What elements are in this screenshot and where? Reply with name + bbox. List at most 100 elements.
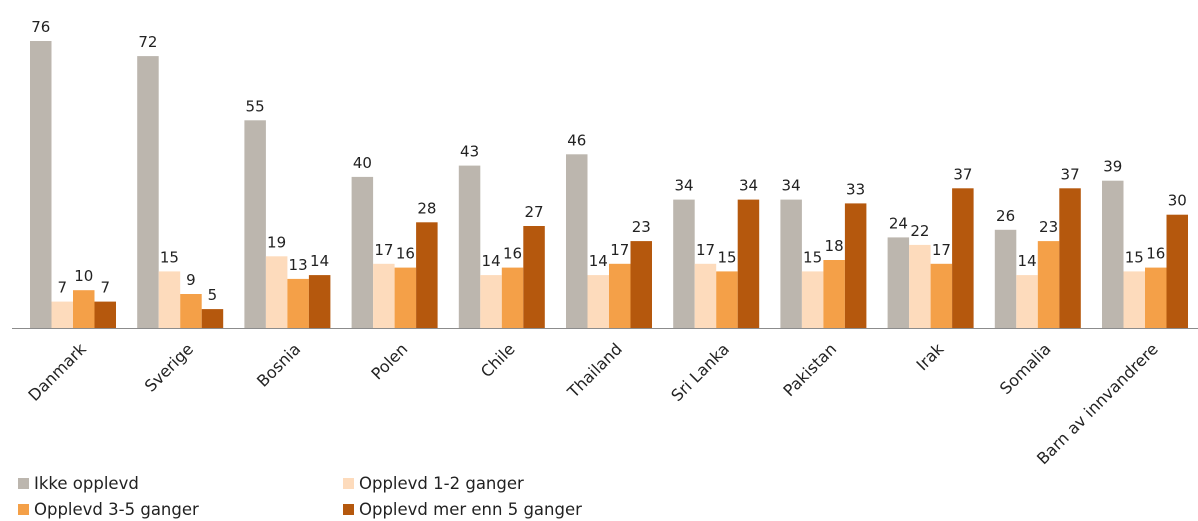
- data-label: 16: [396, 245, 415, 263]
- bar: [244, 120, 266, 328]
- legend-label: Opplevd mer enn 5 ganger: [359, 500, 582, 519]
- data-label: 24: [889, 214, 908, 232]
- bar: [1167, 215, 1189, 328]
- data-label: 17: [932, 241, 951, 259]
- data-label: 28: [417, 199, 436, 217]
- data-label: 16: [1146, 245, 1165, 263]
- category-label: Chile: [477, 339, 519, 381]
- data-label: 40: [353, 154, 372, 172]
- legend-swatch: [343, 478, 354, 489]
- legend: Ikke opplevd Opplevd 1-2 ganger Opplevd …: [18, 471, 718, 521]
- data-label: 27: [524, 203, 543, 221]
- bar: [137, 56, 159, 328]
- bar: [845, 203, 867, 328]
- legend-item-opplevd-1-2-ganger: Opplevd 1-2 ganger: [343, 471, 524, 495]
- data-label: 72: [138, 33, 157, 51]
- legend-item-opplevd-3-5-ganger: Opplevd 3-5 ganger: [18, 497, 199, 521]
- data-label: 30: [1168, 192, 1187, 210]
- data-label: 34: [739, 177, 758, 195]
- bar: [588, 275, 610, 328]
- legend-label: Ikke opplevd: [34, 474, 139, 493]
- data-label: 33: [846, 180, 865, 198]
- bar: [631, 241, 653, 328]
- bar: [566, 154, 588, 328]
- bar: [502, 268, 524, 328]
- legend-item-opplevd-mer-enn-5-ganger: Opplevd mer enn 5 ganger: [343, 497, 582, 521]
- data-label: 13: [289, 256, 308, 274]
- bar: [395, 268, 417, 328]
- data-label: 22: [910, 222, 929, 240]
- data-label: 76: [31, 18, 50, 36]
- data-label: 10: [74, 267, 93, 285]
- data-label: 9: [186, 271, 196, 289]
- bar: [1059, 188, 1081, 328]
- bar: [888, 237, 910, 328]
- category-label: Polen: [367, 339, 411, 383]
- bar: [609, 264, 631, 328]
- category-labels-group: Danmark Sverige Bosnia Polen Chile Thailand Sr…: [24, 339, 1161, 468]
- bar: [30, 41, 52, 328]
- bar: [480, 275, 502, 328]
- data-label: 5: [208, 286, 218, 304]
- bar: [159, 271, 181, 328]
- data-label: 55: [246, 97, 265, 115]
- bar: [459, 166, 481, 328]
- bar: [1145, 268, 1167, 328]
- data-label: 15: [803, 248, 822, 266]
- bar: [95, 302, 117, 328]
- data-label: 7: [58, 279, 68, 297]
- category-label: Bosnia: [253, 339, 304, 390]
- category-label: Danmark: [24, 339, 90, 405]
- data-label: 26: [996, 207, 1015, 225]
- bar: [995, 230, 1017, 328]
- category-label: Irak: [913, 339, 948, 374]
- data-label: 18: [825, 237, 844, 255]
- category-label: Thailand: [563, 339, 626, 402]
- bars-group: [30, 41, 1188, 328]
- data-label: 14: [482, 252, 501, 270]
- data-label: 14: [310, 252, 329, 270]
- data-label: 14: [1018, 252, 1037, 270]
- bar: [909, 245, 931, 328]
- bar: [309, 275, 331, 328]
- bar: [1016, 275, 1038, 328]
- category-label: Sri Lanka: [667, 339, 733, 405]
- bar: [738, 200, 760, 328]
- bar: [1102, 181, 1124, 328]
- bar: [1124, 271, 1146, 328]
- category-label: Barn av innvandrere: [1033, 339, 1162, 468]
- bar: [931, 264, 953, 328]
- bar: [952, 188, 974, 328]
- data-label: 37: [1061, 165, 1080, 183]
- legend-item-ikke-opplevd: Ikke opplevd: [18, 471, 139, 495]
- data-label: 37: [953, 165, 972, 183]
- bar: [373, 264, 395, 328]
- bar: [823, 260, 845, 328]
- bar: [673, 200, 695, 328]
- bar: [52, 302, 74, 328]
- data-label: 15: [717, 248, 736, 266]
- data-label: 23: [1039, 218, 1058, 236]
- bar: [202, 309, 224, 328]
- bar: [352, 177, 374, 328]
- data-label: 17: [696, 241, 715, 259]
- category-label: Sverige: [141, 339, 197, 395]
- bar: [802, 271, 824, 328]
- data-label: 46: [567, 131, 586, 149]
- data-label: 14: [589, 252, 608, 270]
- legend-swatch: [18, 478, 29, 489]
- data-label: 15: [1125, 248, 1144, 266]
- bar: [73, 290, 95, 328]
- bar: [180, 294, 202, 328]
- bar: [1038, 241, 1060, 328]
- legend-swatch: [343, 504, 354, 515]
- data-label: 34: [674, 177, 693, 195]
- legend-label: Opplevd 3-5 ganger: [34, 500, 199, 519]
- bar: [266, 256, 288, 328]
- bar: [416, 222, 438, 328]
- data-label: 19: [267, 233, 286, 251]
- data-label: 7: [101, 279, 111, 297]
- legend-swatch: [18, 504, 29, 515]
- data-label: 17: [374, 241, 393, 259]
